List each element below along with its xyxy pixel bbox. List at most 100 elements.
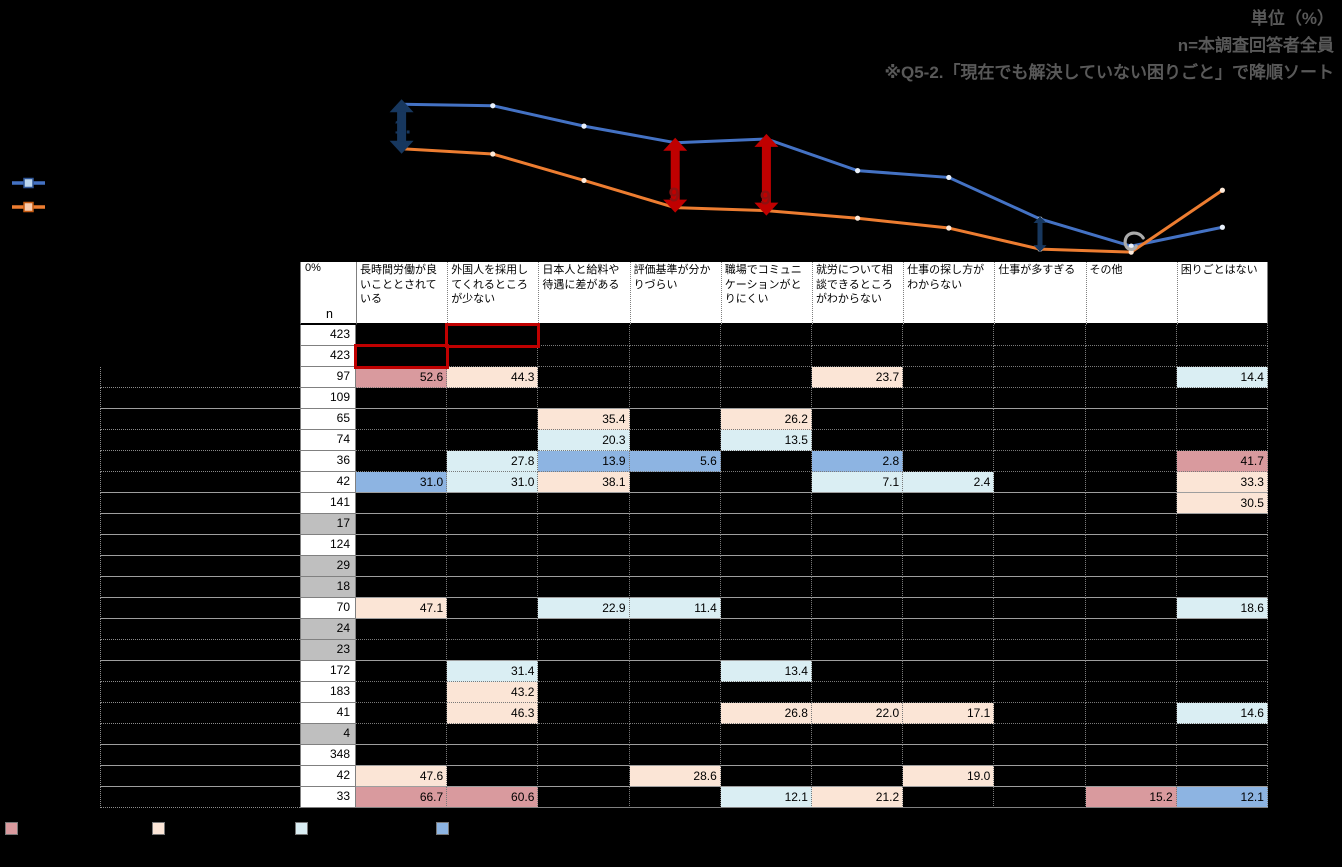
data-cell (629, 493, 721, 514)
data-cell (1176, 745, 1268, 766)
data-cell (538, 556, 630, 577)
data-cell (1085, 346, 1177, 367)
data-cell (811, 493, 904, 514)
data-cell (994, 472, 1086, 493)
data-cell (1085, 325, 1177, 346)
data-point-marker (763, 136, 770, 142)
data-cell (356, 640, 448, 661)
data-cell: 7.1 (811, 472, 904, 493)
data-cell (903, 430, 995, 451)
data-cell (356, 409, 448, 430)
data-cell (629, 661, 721, 682)
data-cell (447, 535, 539, 556)
column-header-cell: 就労について相談できるところがわからない (811, 262, 904, 325)
data-cell (994, 367, 1086, 388)
data-cell (720, 682, 812, 703)
row-label-cell (100, 451, 300, 472)
data-cell: 13.5 (720, 430, 812, 451)
data-cell (811, 619, 904, 640)
n-value-cell: 42 (300, 472, 356, 493)
data-cell (811, 535, 904, 556)
data-cell (1176, 325, 1268, 346)
n-value-cell: 18 (300, 577, 356, 598)
data-cell (994, 766, 1086, 787)
data-cell (720, 472, 812, 493)
n-value-cell: 183 (300, 682, 356, 703)
row-label-cell (100, 388, 300, 409)
data-cell (994, 724, 1086, 745)
row-label-cell (100, 535, 300, 556)
data-cell (720, 745, 812, 766)
n-note: n=本調査回答者全員 (1177, 36, 1334, 55)
data-cell (811, 724, 904, 745)
gap-arrow-head (389, 140, 414, 154)
data-cell (903, 787, 995, 808)
sort-note: ※Q5-2.「現在でも解決していない困りごと」で降順ソート (884, 63, 1334, 82)
data-cell (994, 787, 1086, 808)
data-cell (447, 598, 539, 619)
column-header-cell: 仕事が多すぎる (994, 262, 1086, 325)
n-value-cell: 4 (300, 724, 356, 745)
data-cell (538, 619, 630, 640)
heat-legend-swatch-up10-swatch (5, 822, 18, 835)
data-cell (629, 346, 721, 367)
data-cell (903, 514, 995, 535)
data-cell (1085, 745, 1177, 766)
gap-arrow-head (1033, 215, 1047, 223)
data-cell (720, 577, 812, 598)
data-cell (629, 724, 721, 745)
data-cell (1176, 409, 1268, 430)
data-cell (720, 367, 812, 388)
data-point-marker (855, 215, 861, 221)
row-label-cell (100, 703, 300, 724)
row-label-cell (100, 619, 300, 640)
data-cell (1176, 430, 1268, 451)
data-cell (994, 409, 1086, 430)
data-cell: 35.4 (538, 409, 630, 430)
data-cell: 44.3 (447, 367, 539, 388)
row-label-cell (100, 682, 300, 703)
data-cell (720, 766, 812, 787)
data-cell (1085, 367, 1177, 388)
gap-arrow-head (389, 99, 414, 113)
data-cell (629, 745, 721, 766)
data-cell: 27.8 (447, 451, 539, 472)
data-cell (356, 388, 448, 409)
unit-note: 単位（%） (1250, 9, 1334, 28)
data-cell (629, 514, 721, 535)
data-cell (903, 346, 995, 367)
data-cell: 31.0 (356, 472, 448, 493)
data-cell (538, 640, 630, 661)
data-cell (811, 388, 904, 409)
gap-arrow-label: 1. (394, 116, 411, 138)
data-cell (994, 577, 1086, 598)
data-cell (994, 388, 1086, 409)
data-point-marker (1128, 243, 1134, 249)
data-cell (1085, 661, 1177, 682)
data-cell: 33.3 (1176, 472, 1268, 493)
data-cell (1085, 766, 1177, 787)
n-value-cell: 423 (300, 346, 356, 367)
data-cell (447, 325, 539, 346)
data-cell (720, 556, 812, 577)
data-cell (720, 640, 812, 661)
data-cell (538, 514, 630, 535)
row-label-cell (100, 346, 300, 367)
data-cell (1176, 514, 1268, 535)
data-cell (356, 325, 448, 346)
data-cell (994, 703, 1086, 724)
data-cell: 2.8 (811, 451, 904, 472)
data-cell (1085, 640, 1177, 661)
gap-arrow-shaft (761, 145, 771, 204)
gap-arrow-shaft (397, 111, 407, 142)
data-point-marker (581, 177, 587, 184)
data-cell (811, 661, 904, 682)
data-cell (1176, 346, 1268, 367)
data-point-marker (763, 208, 770, 214)
data-cell: 47.6 (356, 766, 448, 787)
data-cell (811, 430, 904, 451)
data-cell (356, 451, 448, 472)
data-cell (811, 325, 904, 346)
data-cell (903, 619, 995, 640)
gap-arrow-head (663, 137, 688, 151)
